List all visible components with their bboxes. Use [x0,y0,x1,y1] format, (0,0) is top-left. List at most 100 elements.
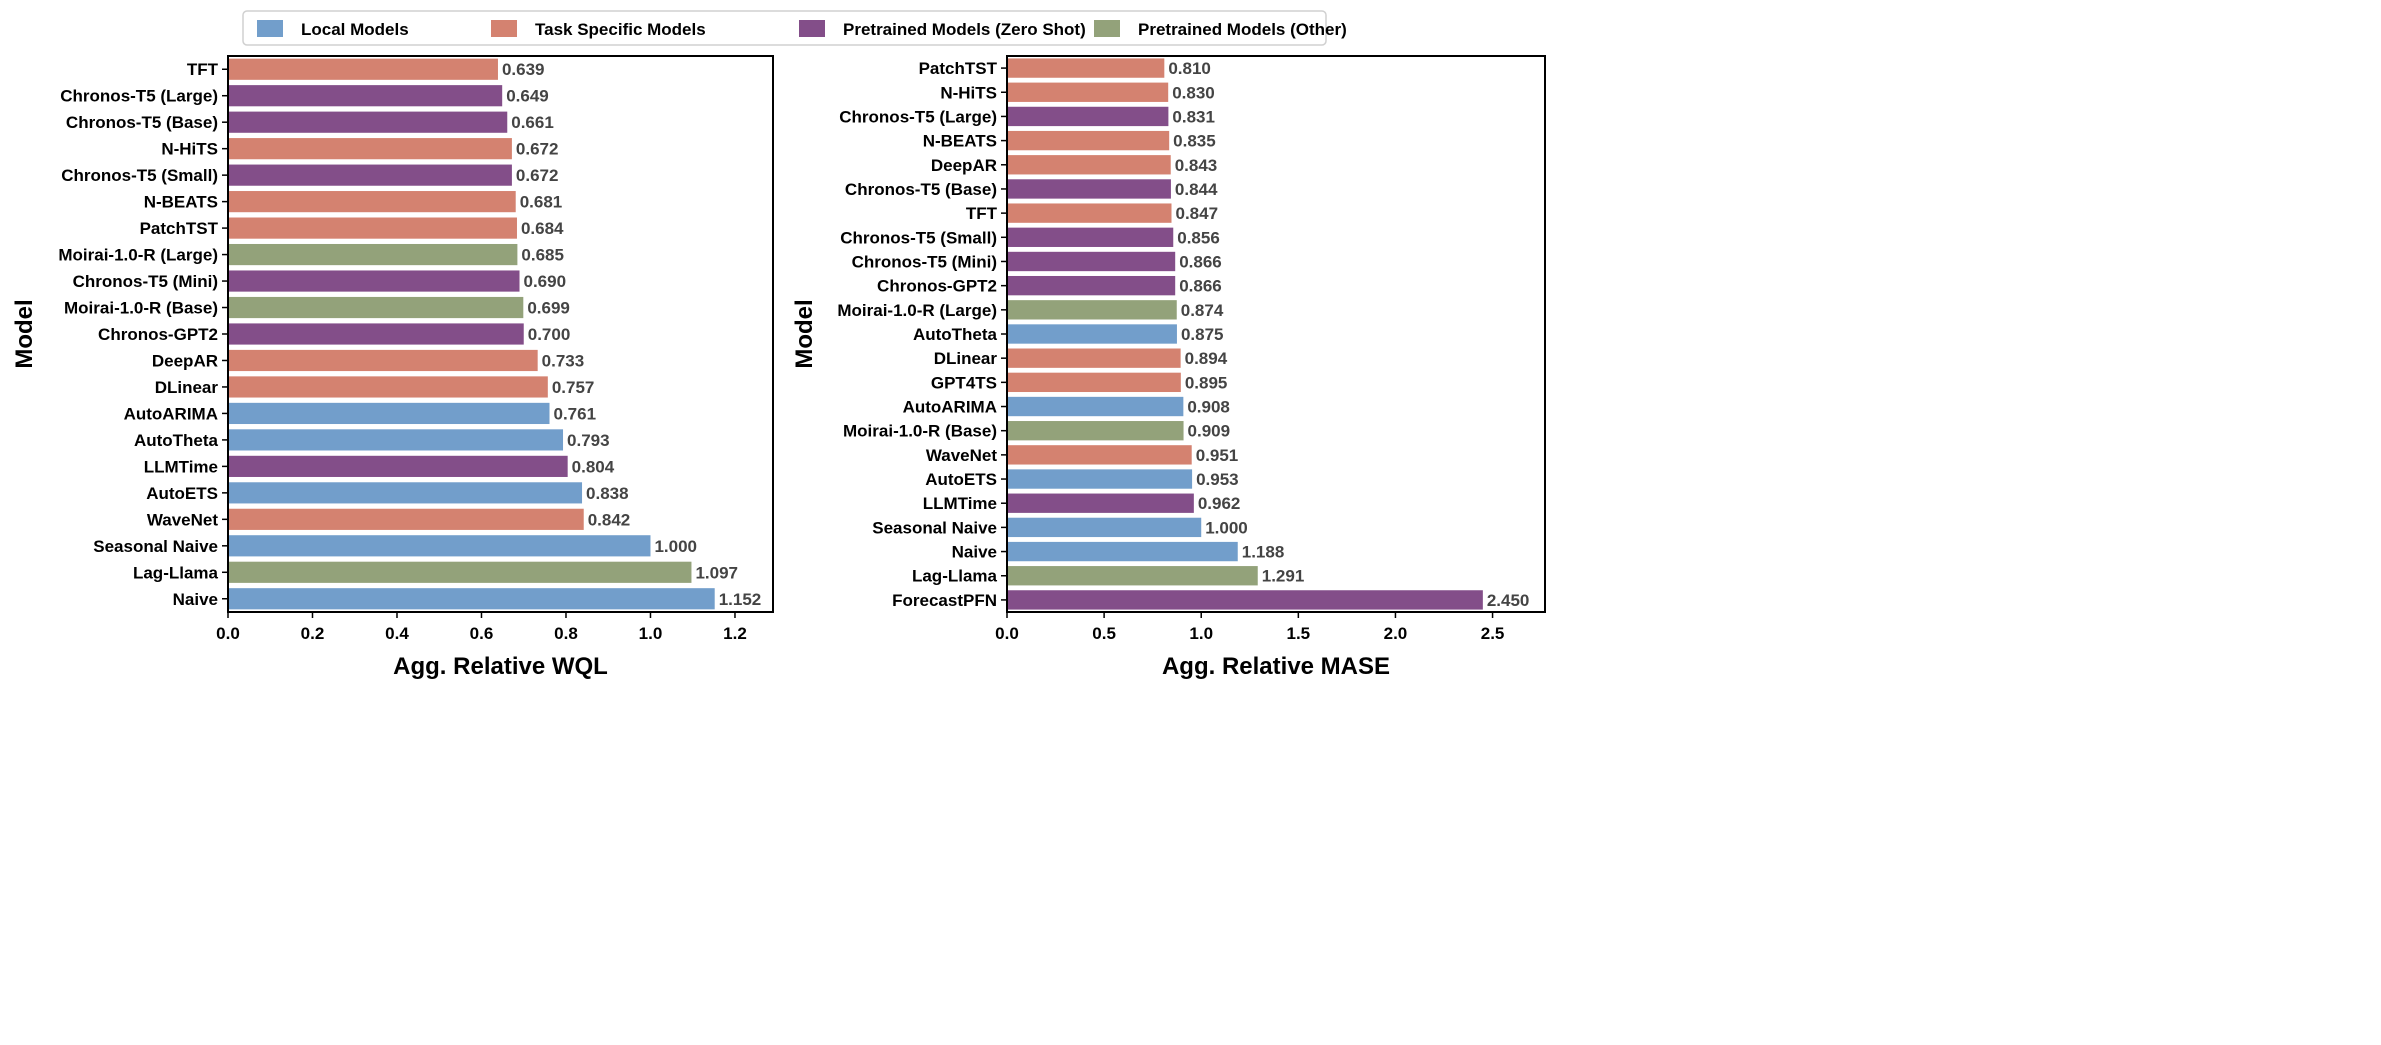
y-tick-label: Moirai-1.0-R (Base) [843,422,997,441]
bar [1007,566,1258,586]
y-tick-label: Naive [173,590,218,609]
bar [228,164,512,186]
y-tick-label: LLMTime [923,494,997,513]
y-tick-label: Seasonal Naive [872,518,997,537]
value-label: 0.690 [524,272,567,291]
legend: Local Models Task Specific Models Pretrain… [242,10,1347,46]
y-tick-label: TFT [966,204,998,223]
value-label: 0.962 [1198,494,1241,513]
value-label: 0.847 [1176,204,1219,223]
bar [1007,82,1169,102]
y-tick-label: TFT [187,60,219,79]
value-label: 0.793 [567,431,610,450]
x-tick-label: 0.2 [301,624,325,643]
bar [228,402,550,425]
value-label: 0.838 [586,484,629,503]
value-label: 0.951 [1196,446,1239,465]
value-label: 0.700 [528,325,571,344]
bar [228,508,584,530]
bar [1007,517,1202,538]
x-tick-label: 2.5 [1481,624,1505,643]
x-tick-label: 2.0 [1384,624,1408,643]
value-label: 0.909 [1188,422,1231,441]
y-tick-label: Chronos-T5 (Base) [845,180,997,199]
x-tick-label: 1.0 [1189,624,1213,643]
bar [228,429,564,451]
bar [1007,324,1177,344]
value-label: 0.685 [521,246,564,265]
y-tick-label: Chronos-GPT2 [877,277,997,296]
bar [1007,372,1181,393]
bar [1007,590,1483,610]
x-tick-label: 1.5 [1287,624,1311,643]
y-tick-label: Moirai-1.0-R (Large) [58,246,218,265]
value-label: 0.684 [521,219,564,238]
bar [1007,300,1177,320]
y-tick-label: Chronos-T5 (Large) [839,107,997,126]
bar [228,217,517,239]
bar [1007,106,1169,127]
legend-swatch-other [1094,20,1120,37]
bar [228,270,520,292]
bar [1007,203,1172,223]
value-label: 1.188 [1242,543,1285,562]
panel-2: 0.810 PatchTST 0.830 N-HiTS 0.831 Chronos-T5 … [791,55,1546,680]
y-tick-label: ForecastPFN [892,591,997,610]
y-tick-label: Moirai-1.0-R (Large) [837,301,997,320]
x-tick-label: 0.0 [995,624,1019,643]
panel-1: 0.639 TFT 0.649 Chronos-T5 (Large) 0.661 Chro… [11,55,774,680]
value-label: 0.672 [516,166,559,185]
y-tick-label: PatchTST [140,219,219,238]
y-tick-label: Lag-Llama [912,567,998,586]
value-label: 0.672 [516,140,559,159]
bar [1007,179,1171,199]
y-tick-label: Chronos-T5 (Large) [60,87,218,106]
value-label: 0.856 [1177,228,1220,247]
value-label: 0.649 [506,87,549,106]
y-tick-label: AutoARIMA [903,398,997,417]
value-label: 1.097 [695,563,738,582]
y-tick-label: WaveNet [147,510,219,529]
y-tick-label: N-HiTS [940,83,997,102]
value-label: 1.152 [719,590,762,609]
bar [1007,421,1184,441]
bar [1007,493,1194,513]
value-label: 0.761 [554,404,597,423]
bar [228,191,516,213]
value-label: 0.866 [1179,252,1222,271]
legend-swatch-task [491,20,517,37]
value-label: 0.866 [1179,277,1222,296]
value-label: 0.908 [1187,398,1230,417]
bar [1007,130,1170,151]
x-axis-label: Agg. Relative WQL [393,653,608,680]
x-tick-label: 0.5 [1092,624,1116,643]
value-label: 0.810 [1168,59,1211,78]
y-tick-label: DeepAR [931,156,997,175]
y-tick-label: PatchTST [919,59,998,78]
value-label: 0.844 [1175,180,1218,199]
y-tick-label: WaveNet [926,446,998,465]
y-tick-label: AutoETS [146,484,218,503]
value-label: 0.757 [552,378,595,397]
y-tick-label: LLMTime [144,457,218,476]
y-tick-label: Seasonal Naive [93,537,218,556]
plot-frame [1006,55,1546,613]
legend-swatch-local [257,20,283,37]
y-axis-label: Model [11,299,38,368]
value-label: 0.831 [1172,107,1215,126]
value-label: 0.894 [1185,349,1228,368]
y-tick-label: N-HiTS [161,140,218,159]
y-tick-label: Chronos-GPT2 [98,325,218,344]
value-label: 1.000 [654,537,697,556]
y-tick-label: AutoARIMA [124,404,218,423]
y-tick-label: Chronos-T5 (Base) [66,113,218,132]
value-label: 0.835 [1173,132,1216,151]
y-tick-label: N-BEATS [923,132,997,151]
y-tick-label: AutoTheta [134,431,219,450]
y-tick-label: Chronos-T5 (Mini) [852,252,997,271]
bar [228,535,651,557]
value-label: 0.875 [1181,325,1224,344]
value-label: 0.895 [1185,373,1228,392]
x-tick-label: 1.2 [723,624,747,643]
